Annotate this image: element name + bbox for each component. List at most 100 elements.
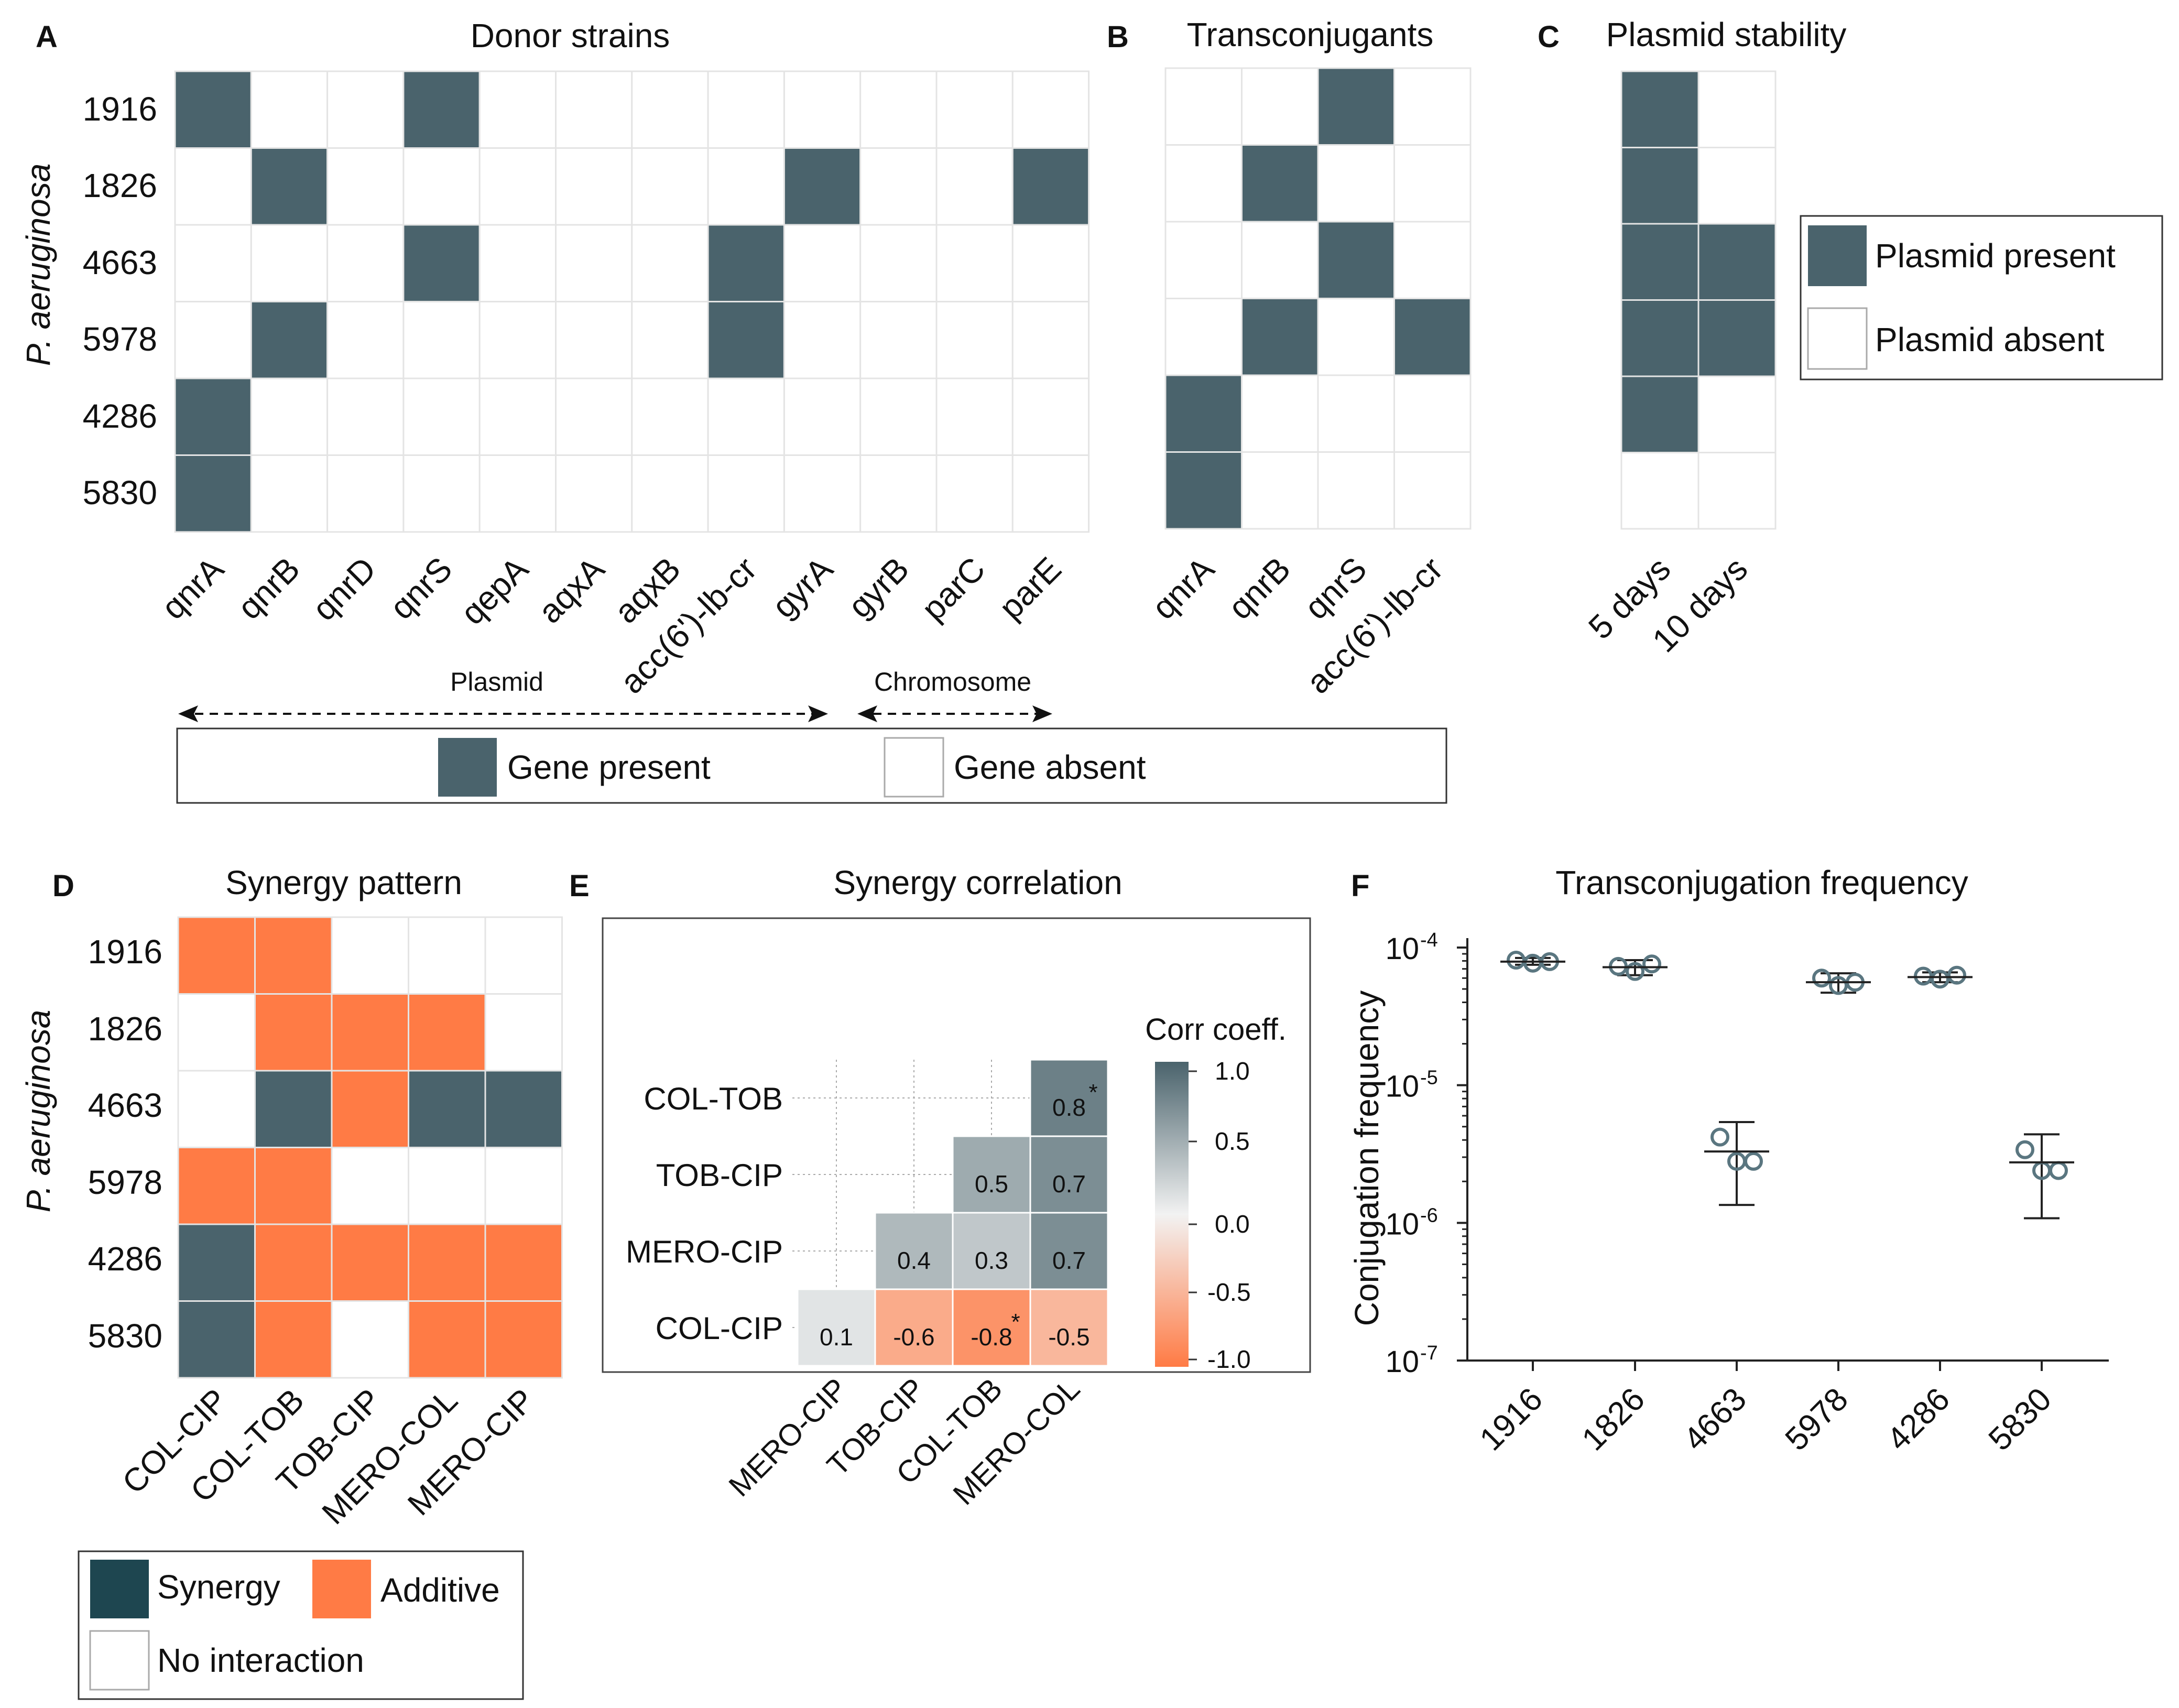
panel-a-column-label: qnrB — [230, 550, 307, 627]
panel-e-significance-star: * — [1088, 1080, 1097, 1105]
panel-a-cell — [935, 224, 1014, 302]
legend-box — [176, 727, 1447, 804]
panel-b-cell — [1317, 374, 1395, 453]
panel-a-cell — [1011, 224, 1090, 302]
panel-e-colorbar: Corr coeff. 1.0 0.5 0.0 -0.5 -1.0 — [1145, 1013, 1287, 1374]
panel-a-cell — [935, 454, 1014, 533]
legend-swatch-gene-absent — [884, 737, 944, 798]
panel-a-cell — [326, 147, 405, 226]
panel-f-x-tick-label: 1826 — [1575, 1381, 1652, 1457]
panel-f-y-tick-exponent: -6 — [1420, 1204, 1438, 1226]
panel-e-row-label: COL-CIP — [656, 1311, 783, 1346]
panel-a-row-label: 5830 — [83, 474, 157, 512]
panel-c-legend: Plasmid present Plasmid absent — [1800, 215, 2163, 380]
panel-d-cell — [177, 1147, 256, 1225]
panel-d-cell — [177, 993, 256, 1072]
panel-d-cell — [331, 993, 409, 1072]
panel-b-cell — [1241, 374, 1319, 453]
panel-d-cell — [331, 1147, 409, 1225]
panel-c-cell — [1697, 147, 1777, 225]
panel-a-cell — [707, 301, 785, 379]
panel-label-c: C — [1538, 20, 1560, 54]
panel-a-chromosome-group: Chromosome — [857, 667, 1052, 722]
panel-b-cell — [1393, 144, 1472, 223]
panel-a-cell — [326, 454, 405, 533]
colorbar-tick-label: -0.5 — [1207, 1279, 1251, 1307]
panel-c-cell — [1697, 452, 1777, 530]
panel-a-cell — [478, 301, 557, 379]
panel-f-x-tick-label: 4663 — [1677, 1381, 1753, 1457]
chromosome-arrow-right-head — [1032, 705, 1052, 722]
panel-a-cell — [555, 454, 633, 533]
panel-a-legend: Gene present Gene absent — [176, 727, 1447, 804]
panel-c-cell — [1620, 452, 1699, 530]
panel-a-cell — [326, 224, 405, 302]
panel-d-cell — [408, 1070, 486, 1148]
panel-a-y-axis-label: P. aeruginosa — [19, 164, 57, 366]
panel-a-cell — [783, 70, 862, 149]
panel-d-cell — [408, 1300, 486, 1379]
panel-a-cell — [478, 147, 557, 226]
panel-c-title: Plasmid stability — [1606, 16, 1847, 53]
legend-label-gene-absent: Gene absent — [954, 748, 1146, 786]
panel-a-cell — [1011, 377, 1090, 456]
panel-a-cell — [402, 377, 481, 456]
panel-a-cell — [250, 454, 329, 533]
panel-d-cell — [331, 1223, 409, 1302]
panel-a-column-label: aqxA — [531, 550, 612, 630]
panel-e-title: Synergy correlation — [833, 864, 1122, 901]
panel-f-y-tick-exponent: -4 — [1420, 929, 1438, 951]
panel-e-cell-value: 0.7 — [1052, 1247, 1086, 1274]
panel-a-cell — [250, 70, 329, 149]
panel-a-cell — [1011, 301, 1090, 379]
panel-label-a: A — [36, 20, 58, 54]
panel-f-data-point — [1812, 969, 1831, 988]
panel-e-cell — [1029, 1135, 1109, 1214]
panel-a-column-label: gyrA — [765, 550, 840, 625]
panel-d-cell — [177, 1070, 256, 1148]
panel-d-cell — [408, 1147, 486, 1225]
panel-d-cell — [484, 1070, 563, 1148]
panel-d-cell — [331, 1070, 409, 1148]
plasmid-group-label: Plasmid — [450, 667, 543, 697]
panel-a-cell — [478, 224, 557, 302]
panel-a-cell — [859, 454, 938, 533]
legend-swatch-synergy — [90, 1560, 149, 1618]
panel-label-e: E — [569, 869, 590, 903]
panel-a-cell — [935, 301, 1014, 379]
panel-f-x-tick-label: 5978 — [1779, 1381, 1855, 1457]
panel-a-cell — [250, 301, 329, 379]
panel-a-cell — [174, 377, 252, 456]
panel-f-data-point — [2049, 1161, 2068, 1180]
panel-c-cell — [1620, 299, 1699, 377]
colorbar-title: Corr coeff. — [1145, 1013, 1287, 1047]
panel-d-cell — [254, 1070, 333, 1148]
panel-b-cell — [1393, 298, 1472, 376]
panel-a-cell — [250, 377, 329, 456]
panel-a-cell — [783, 224, 862, 302]
panel-c-cell — [1697, 375, 1777, 453]
colorbar-gradient — [1155, 1062, 1189, 1367]
panel-a-cell — [859, 301, 938, 379]
panel-a-cell — [631, 224, 709, 302]
plasmid-arrow-right-head — [808, 705, 828, 722]
panel-e-row-label: COL-TOB — [644, 1081, 783, 1116]
panel-d-cell — [254, 1223, 333, 1302]
legend-box — [78, 1550, 524, 1700]
panel-b-cell — [1317, 221, 1395, 299]
panel-c-cell — [1620, 375, 1699, 453]
panel-d-y-axis-label: P. aeruginosa — [19, 1010, 57, 1213]
panel-e-row-label: MERO-CIP — [626, 1234, 783, 1269]
panel-a-cell — [250, 224, 329, 302]
legend-label-plasmid-absent: Plasmid absent — [1875, 321, 2105, 358]
panel-a-cell — [631, 147, 709, 226]
colorbar-tick-label: 0.5 — [1215, 1128, 1250, 1156]
panel-d-cell — [331, 916, 409, 995]
panel-d-cell — [254, 916, 333, 995]
panel-a-cell — [1011, 70, 1090, 149]
panel-e-cell-value: -0.8 — [971, 1323, 1012, 1351]
panel-e-cell — [874, 1212, 954, 1290]
